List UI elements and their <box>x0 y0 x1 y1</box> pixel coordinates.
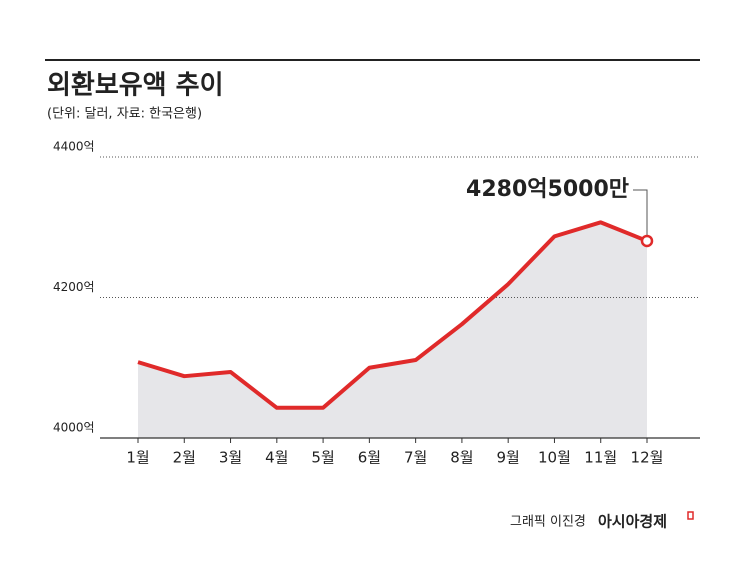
x-tick-label: 4월 <box>265 449 288 467</box>
y-tick-label: 4400억 <box>53 140 95 154</box>
leader-line <box>633 189 648 235</box>
x-tick-label: 2월 <box>173 449 196 467</box>
x-tick-label: 7월 <box>404 449 427 467</box>
line <box>137 220 648 410</box>
chart-title: 외환보유액 추이 <box>47 71 224 101</box>
x-tick-label: 6월 <box>358 449 381 467</box>
x-tick-label: 3월 <box>219 449 242 467</box>
x-tick-label: 12월 <box>631 449 664 467</box>
x-tick-label: 9월 <box>497 449 520 467</box>
x-tick-label: 8월 <box>450 449 473 467</box>
x-tick-label: 1월 <box>126 449 149 467</box>
x-tick-label: 11월 <box>584 449 617 467</box>
value-label: 4280억5000만 <box>466 177 629 202</box>
y-tick-label: 4200억 <box>53 280 95 294</box>
y-tick-label: 4000억 <box>53 421 95 435</box>
point <box>640 234 654 248</box>
area <box>138 222 647 438</box>
credit: 그래픽 이진경 <box>510 515 586 530</box>
brand: 아시아경제 <box>598 513 667 531</box>
chart-subtitle: (단위: 달러, 자료: 한국은행) <box>47 106 202 122</box>
x-tick-label: 5월 <box>311 449 334 467</box>
x-tick-label: 10월 <box>538 449 571 467</box>
brand-mark <box>687 511 694 520</box>
